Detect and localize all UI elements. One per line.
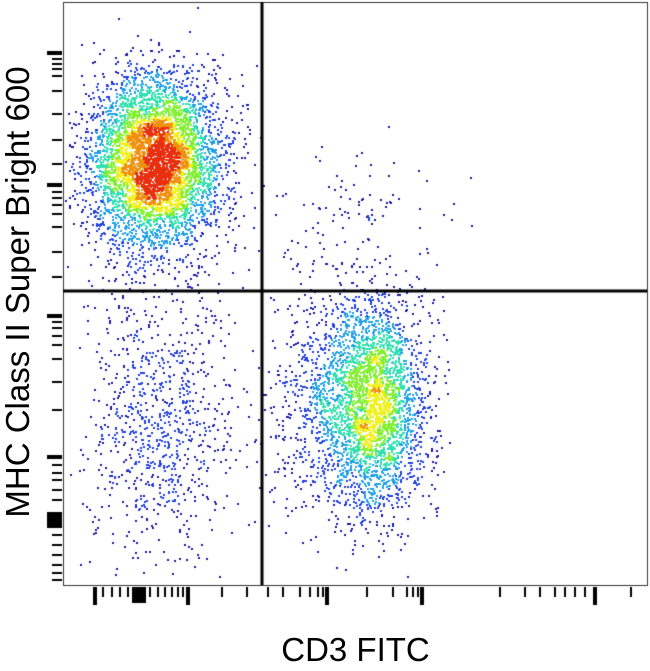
x-axis-label: CD3 FITC	[281, 631, 430, 668]
y-axis-label: MHC Class II Super Bright 600	[0, 66, 36, 518]
